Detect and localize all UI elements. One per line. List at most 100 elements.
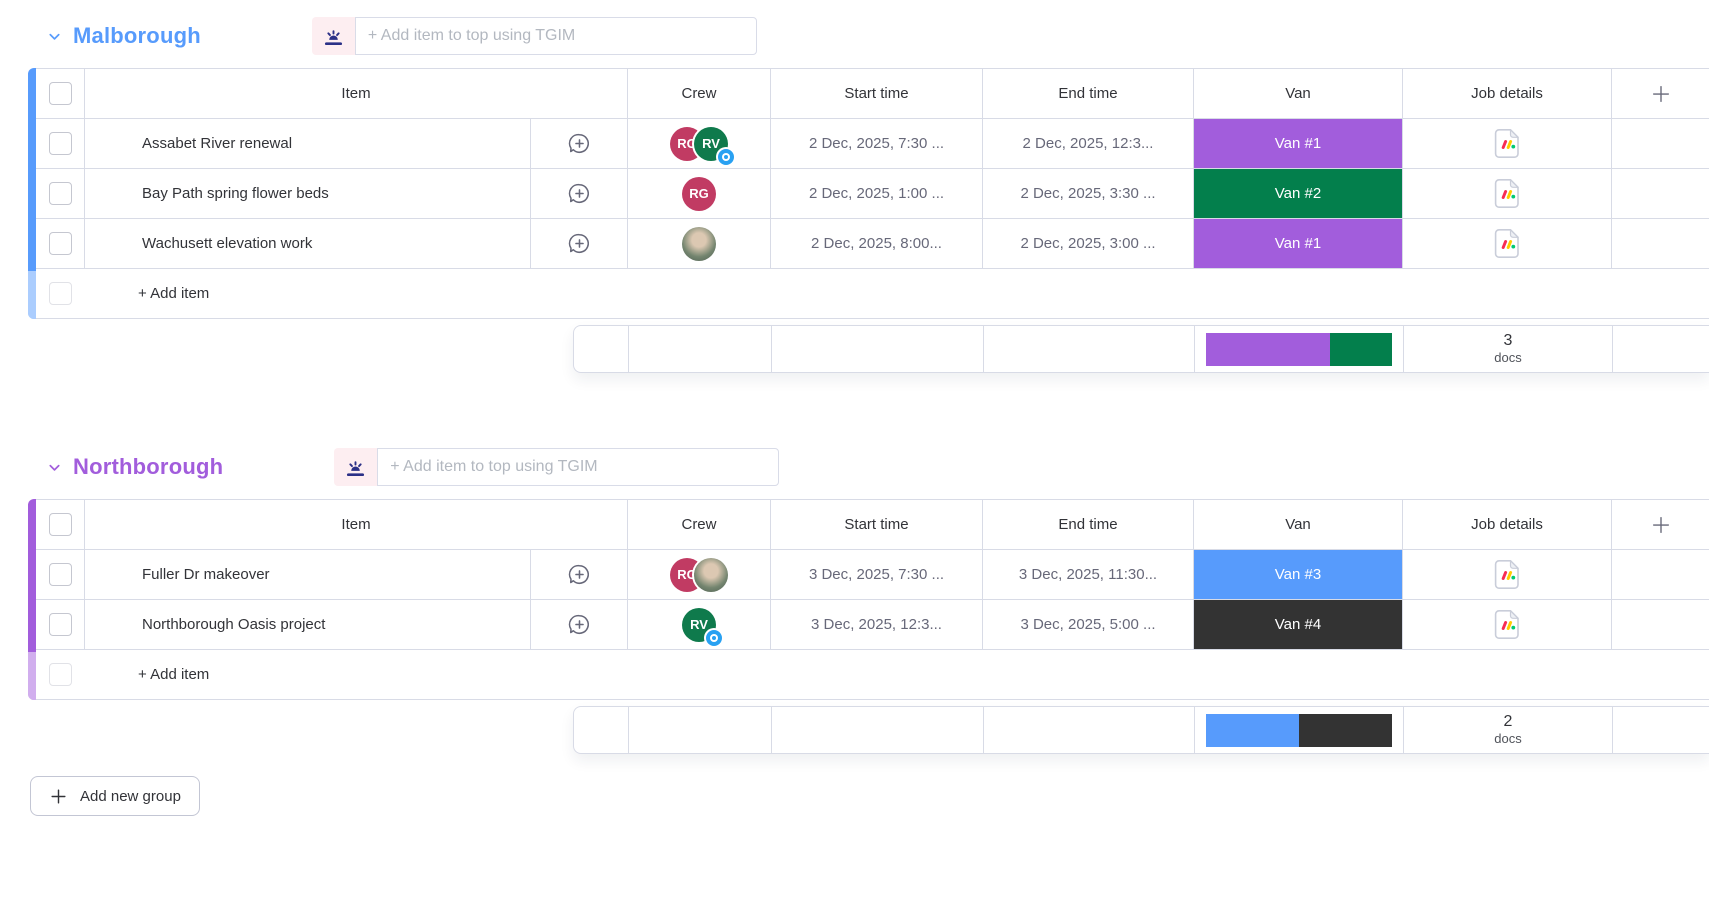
column-header-van[interactable]: Van bbox=[1194, 69, 1403, 119]
initials-avatar[interactable]: RV bbox=[694, 126, 734, 165]
item-name[interactable]: Assabet River renewal bbox=[85, 119, 531, 169]
doc-file-icon[interactable] bbox=[1494, 228, 1521, 259]
extra-column-cell bbox=[1612, 550, 1709, 600]
van-distribution-bar[interactable] bbox=[1206, 713, 1392, 747]
chevron-down-icon[interactable] bbox=[46, 459, 62, 475]
column-header-crew[interactable]: Crew bbox=[628, 500, 771, 550]
start-time-cell[interactable]: 3 Dec, 2025, 7:30 ... bbox=[771, 550, 983, 600]
end-time-cell[interactable]: 2 Dec, 2025, 3:30 ... bbox=[983, 169, 1194, 219]
sunrise-icon bbox=[311, 17, 355, 55]
start-time-cell[interactable]: 2 Dec, 2025, 8:00... bbox=[771, 219, 983, 269]
column-header-start-time[interactable]: Start time bbox=[771, 500, 983, 550]
van-cell[interactable]: Van #1 bbox=[1194, 219, 1403, 269]
chat-cell bbox=[531, 169, 628, 219]
summary-start-cell bbox=[772, 707, 984, 753]
add-column-button[interactable] bbox=[1612, 500, 1709, 550]
add-update-icon[interactable] bbox=[567, 181, 592, 206]
crew-cell[interactable]: RG bbox=[628, 550, 771, 600]
initials-avatar[interactable]: RV bbox=[682, 607, 722, 646]
column-header-van[interactable]: Van bbox=[1194, 500, 1403, 550]
add-item-row: + Add item bbox=[36, 650, 1709, 700]
crew-cell[interactable]: RG bbox=[628, 169, 771, 219]
van-cell[interactable]: Van #4 bbox=[1194, 600, 1403, 650]
group-color-bar bbox=[28, 68, 36, 319]
row-checkbox[interactable] bbox=[48, 613, 72, 636]
crew-cell[interactable] bbox=[628, 219, 771, 269]
board-group: Northborough Item Crew bbox=[0, 447, 1709, 754]
summary-stub-cell bbox=[574, 707, 629, 753]
add-update-icon[interactable] bbox=[567, 612, 592, 637]
summary-crew-cell bbox=[629, 707, 772, 753]
crew-cell[interactable]: RV bbox=[628, 600, 771, 650]
column-header-end-time[interactable]: End time bbox=[983, 500, 1194, 550]
job-details-cell[interactable] bbox=[1403, 219, 1612, 269]
column-header-item[interactable]: Item bbox=[85, 69, 628, 119]
chevron-down-icon[interactable] bbox=[46, 28, 62, 44]
add-update-icon[interactable] bbox=[567, 131, 592, 156]
row-checkbox[interactable] bbox=[48, 232, 72, 255]
select-all-checkbox[interactable] bbox=[48, 513, 72, 536]
job-details-cell[interactable] bbox=[1403, 550, 1612, 600]
table-row: Fuller Dr makeover RG 3 Dec, 2025, 7:30 … bbox=[36, 550, 1709, 600]
end-time-cell[interactable]: 3 Dec, 2025, 5:00 ... bbox=[983, 600, 1194, 650]
select-all-checkbox[interactable] bbox=[48, 82, 72, 105]
photo-avatar[interactable] bbox=[682, 226, 716, 261]
job-details-cell[interactable] bbox=[1403, 119, 1612, 169]
item-name[interactable]: Northborough Oasis project bbox=[85, 600, 531, 650]
row-checkbox[interactable] bbox=[48, 182, 72, 205]
van-cell[interactable]: Van #1 bbox=[1194, 119, 1403, 169]
doc-file-icon[interactable] bbox=[1494, 609, 1521, 640]
item-name[interactable]: Wachusett elevation work bbox=[85, 219, 531, 269]
group-title[interactable]: Northborough bbox=[73, 454, 224, 479]
column-header-job-details[interactable]: Job details bbox=[1403, 69, 1612, 119]
extra-column-cell bbox=[1612, 169, 1709, 219]
select-all-cell bbox=[36, 500, 85, 550]
add-column-button[interactable] bbox=[1612, 69, 1709, 119]
group-title[interactable]: Malborough bbox=[73, 23, 201, 48]
summary-van-cell bbox=[1195, 326, 1404, 372]
summary-start-cell bbox=[772, 326, 984, 372]
add-item-button[interactable]: + Add item bbox=[85, 269, 1709, 319]
row-checkbox[interactable] bbox=[48, 563, 72, 586]
tgim-input[interactable] bbox=[377, 448, 780, 486]
item-name[interactable]: Bay Path spring flower beds bbox=[85, 169, 531, 219]
add-item-button[interactable]: + Add item bbox=[85, 650, 1709, 700]
column-header-end-time[interactable]: End time bbox=[983, 69, 1194, 119]
van-distribution-segment bbox=[1206, 713, 1299, 747]
initials-avatar[interactable]: RG bbox=[682, 176, 716, 211]
tgim-input[interactable] bbox=[354, 17, 757, 55]
job-details-cell[interactable] bbox=[1403, 169, 1612, 219]
job-details-cell[interactable] bbox=[1403, 600, 1612, 650]
add-update-icon[interactable] bbox=[567, 231, 592, 256]
van-cell[interactable]: Van #2 bbox=[1194, 169, 1403, 219]
add-item-checkbox bbox=[49, 282, 72, 305]
tgim-add-bar bbox=[334, 448, 780, 486]
summary-stub-cell bbox=[574, 326, 629, 372]
board: Malborough Item Crew St bbox=[0, 0, 1709, 816]
crew-cell[interactable]: RG RV bbox=[628, 119, 771, 169]
column-header-item[interactable]: Item bbox=[85, 500, 628, 550]
column-header-start-time[interactable]: Start time bbox=[771, 69, 983, 119]
van-cell[interactable]: Van #3 bbox=[1194, 550, 1403, 600]
end-time-cell[interactable]: 2 Dec, 2025, 12:3... bbox=[983, 119, 1194, 169]
start-time-cell[interactable]: 2 Dec, 2025, 7:30 ... bbox=[771, 119, 983, 169]
summary-plus-cell bbox=[1613, 326, 1709, 372]
add-item-checkbox bbox=[49, 663, 72, 686]
add-new-group-button[interactable]: Add new group bbox=[30, 776, 200, 816]
doc-file-icon[interactable] bbox=[1494, 559, 1521, 590]
group-table: Item Crew Start time End time Van Job de… bbox=[28, 68, 1709, 319]
van-distribution-bar[interactable] bbox=[1206, 332, 1392, 366]
start-time-cell[interactable]: 2 Dec, 2025, 1:00 ... bbox=[771, 169, 983, 219]
start-time-cell[interactable]: 3 Dec, 2025, 12:3... bbox=[771, 600, 983, 650]
add-update-icon[interactable] bbox=[567, 562, 592, 587]
column-header-job-details[interactable]: Job details bbox=[1403, 500, 1612, 550]
doc-file-icon[interactable] bbox=[1494, 128, 1521, 159]
end-time-cell[interactable]: 3 Dec, 2025, 11:30... bbox=[983, 550, 1194, 600]
item-name[interactable]: Fuller Dr makeover bbox=[85, 550, 531, 600]
row-checkbox[interactable] bbox=[48, 132, 72, 155]
table-header-row: Item Crew Start time End time Van Job de… bbox=[36, 69, 1709, 119]
doc-file-icon[interactable] bbox=[1494, 178, 1521, 209]
photo-avatar[interactable] bbox=[694, 557, 728, 592]
end-time-cell[interactable]: 2 Dec, 2025, 3:00 ... bbox=[983, 219, 1194, 269]
column-header-crew[interactable]: Crew bbox=[628, 69, 771, 119]
